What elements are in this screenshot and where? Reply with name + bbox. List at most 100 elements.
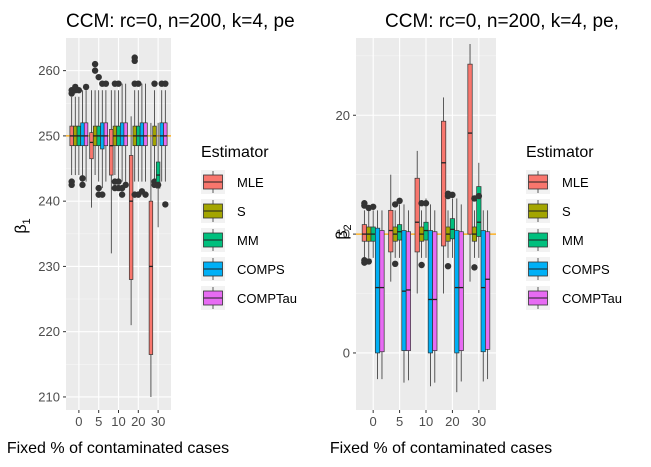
box-body	[119, 122, 125, 147]
box-body	[458, 231, 464, 351]
box-mle-20	[128, 116, 134, 326]
legend-label: S	[562, 204, 571, 219]
box-comptau-30	[162, 80, 169, 208]
y-tick-label: 10	[336, 227, 350, 242]
x-tick-label: 5	[396, 414, 403, 429]
box-comptau-5	[102, 80, 110, 182]
x-tick-label: 10	[111, 414, 125, 429]
outlier-point	[365, 258, 372, 265]
outlier-point	[82, 83, 90, 91]
outlier-point	[162, 201, 169, 208]
outlier-point	[79, 181, 86, 189]
box-comps-5	[99, 80, 106, 198]
box-body	[83, 122, 89, 147]
outlier-point	[99, 191, 106, 198]
box-comptau-30	[485, 210, 491, 380]
legend-entry-s: S	[201, 199, 246, 223]
legend-right-title: Estimator	[526, 144, 594, 161]
outlier-point	[151, 80, 158, 87]
legend-label: MM	[237, 233, 259, 248]
chart-right-x-ticks: 0 5 10 20 30	[370, 410, 486, 429]
outlier-point	[95, 73, 102, 81]
box-mle-10	[414, 150, 420, 294]
box-mm-0	[75, 87, 83, 176]
outlier-point	[449, 191, 456, 199]
chart-right-boxes	[361, 43, 491, 393]
legend-entry-mm: MM	[201, 228, 259, 252]
box-mle-10	[109, 90, 114, 254]
legend-label: COMPS	[562, 262, 610, 277]
chart-left: CCM: rc=0, n=200, k=4, pe 210 220 230 240 25…	[7, 11, 295, 457]
outlier-point	[135, 80, 142, 87]
outlier-point	[418, 261, 425, 269]
box-body	[432, 231, 438, 351]
outlier-point	[131, 57, 138, 65]
legend-entry-comps: COMPS	[201, 257, 285, 281]
box-body	[454, 230, 460, 354]
legend-left-title: Estimator	[201, 144, 269, 161]
chart-left-x-ticks: 0 5 10 20 30	[75, 410, 165, 429]
chart-left-ylabel: β1	[13, 218, 33, 233]
box-body	[163, 122, 168, 147]
x-tick-label: 20	[445, 414, 459, 429]
box-body	[148, 200, 154, 355]
outlier-point	[396, 197, 403, 205]
chart-left-title: CCM: rc=0, n=200, k=4, pe	[66, 11, 295, 32]
outlier-point	[422, 200, 430, 207]
x-tick-label: 20	[131, 414, 145, 429]
y-tick-label: 240	[38, 194, 60, 209]
box-body	[139, 122, 145, 147]
legend-left-entries: MLE S MM COMPS COMPTau	[201, 170, 297, 310]
legend-label: COMPS	[237, 262, 285, 277]
outlier-point	[91, 60, 99, 68]
box-comptau-0	[82, 83, 90, 182]
outlier-point	[361, 200, 368, 207]
box-body	[89, 132, 94, 160]
box-mle-30	[148, 122, 154, 397]
chart-right-xlabel: Fixed % of contaminated cases	[330, 440, 552, 457]
legend-entry-s: S	[526, 199, 571, 223]
box-mm-30	[475, 162, 483, 258]
legend-entry-mle: MLE	[201, 170, 264, 194]
legend-right: Estimator MLE S MM COMPS COMPTau	[526, 144, 622, 310]
box-body	[467, 63, 473, 235]
box-comptau-0	[379, 210, 385, 380]
box-mm-30	[154, 122, 162, 228]
box-mle-20	[441, 97, 447, 294]
box-mle-5	[89, 90, 94, 208]
outlier-point	[369, 203, 377, 210]
box-body	[480, 230, 486, 353]
chart-right: CCM: rc=0, n=200, k=4, pe, 0 10 20 0 5 10 20 3…	[330, 11, 619, 457]
y-tick-label: 0	[343, 345, 350, 360]
outlier-point	[162, 80, 169, 87]
legend-label: S	[237, 204, 246, 219]
box-body	[143, 122, 148, 147]
y-tick-label: 250	[38, 128, 60, 143]
legend-right-entries: MLE S MM COMPS COMPTau	[526, 170, 622, 310]
box-body	[128, 155, 134, 280]
outlier-point	[95, 184, 102, 192]
outlier-point	[391, 201, 399, 208]
box-body	[405, 231, 411, 351]
box-comptau-5	[405, 210, 411, 381]
legend-label: MLE	[237, 175, 264, 190]
legend-label: MM	[562, 233, 584, 248]
outlier-point	[68, 181, 75, 189]
outlier-point	[471, 264, 478, 271]
box-body	[361, 224, 367, 242]
x-tick-label: 30	[151, 414, 165, 429]
chart-right-ylabel: β2	[334, 224, 354, 239]
box-comps-0	[79, 90, 86, 189]
box-body	[123, 122, 128, 147]
box-body	[476, 186, 482, 237]
legend-label: COMPTau	[237, 291, 297, 306]
outlier-point	[115, 80, 122, 87]
box-comptau-20	[142, 83, 149, 198]
y-tick-label: 20	[336, 108, 350, 123]
box-comptau-10	[122, 83, 129, 189]
box-body	[485, 231, 491, 350]
outlier-point	[115, 178, 122, 185]
box-s-5	[391, 201, 399, 268]
box-body	[109, 129, 114, 176]
